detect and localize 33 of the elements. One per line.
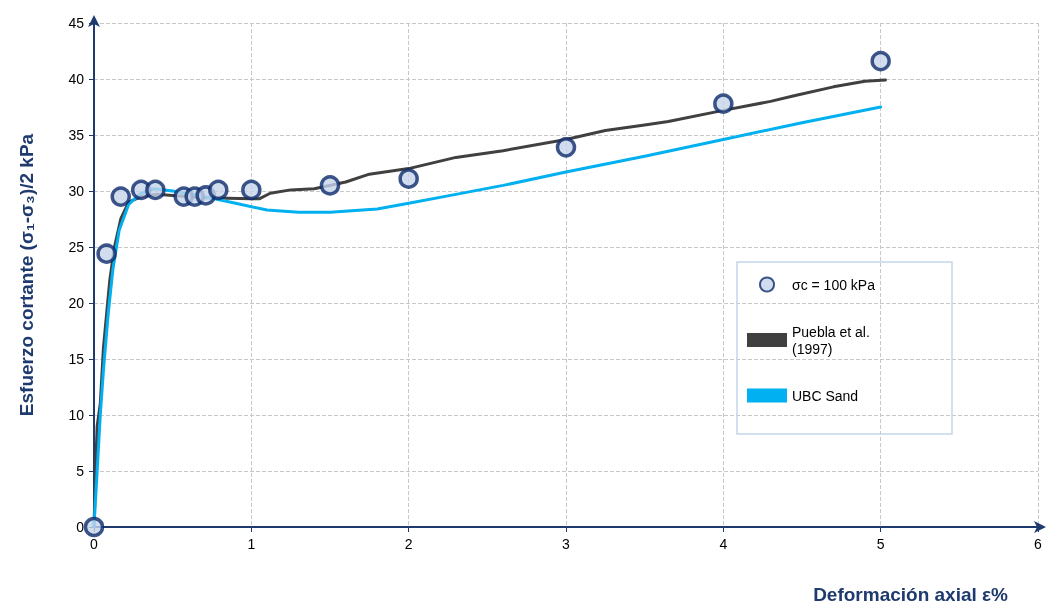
point [398, 168, 419, 189]
x-tick-label: 2 [404, 536, 413, 552]
point [208, 179, 229, 201]
point [145, 179, 166, 201]
point [319, 175, 341, 196]
x-tick-label: 0 [90, 536, 99, 552]
x-tick-label: 5 [876, 536, 885, 552]
y-axis-title: Esfuerzo cortante (σ₁-σ₃)/2 kPa [16, 133, 37, 417]
y-tick-label: 20 [68, 295, 85, 311]
point [555, 137, 577, 158]
y-tick-label: 15 [68, 351, 85, 367]
legend-label: UBC Sand [792, 387, 859, 404]
point [96, 243, 117, 264]
point [110, 186, 131, 207]
x-tick-label: 3 [562, 536, 571, 552]
point [83, 516, 105, 538]
legend-label: σc = 100 kPa [792, 276, 876, 293]
y-tick-label: 10 [68, 407, 85, 423]
point [713, 93, 734, 114]
x-tick-label: 1 [247, 536, 256, 552]
y-tick-label: 45 [68, 15, 85, 31]
x-tick-label: 6 [1034, 536, 1043, 552]
legend-label: Puebla et al. (1997) [792, 323, 874, 357]
y-tick-label: 5 [76, 463, 85, 479]
x-axis-title: Deformación axial ε% [813, 584, 1009, 605]
y-tick-label: 35 [68, 127, 85, 143]
point [870, 50, 891, 72]
y-tick-label: 25 [68, 239, 85, 255]
point [241, 179, 262, 201]
y-tick-label: 0 [76, 519, 85, 535]
x-tick-label: 4 [719, 536, 728, 552]
y-tick-label: 40 [68, 71, 85, 87]
y-tick-label: 30 [68, 183, 85, 199]
